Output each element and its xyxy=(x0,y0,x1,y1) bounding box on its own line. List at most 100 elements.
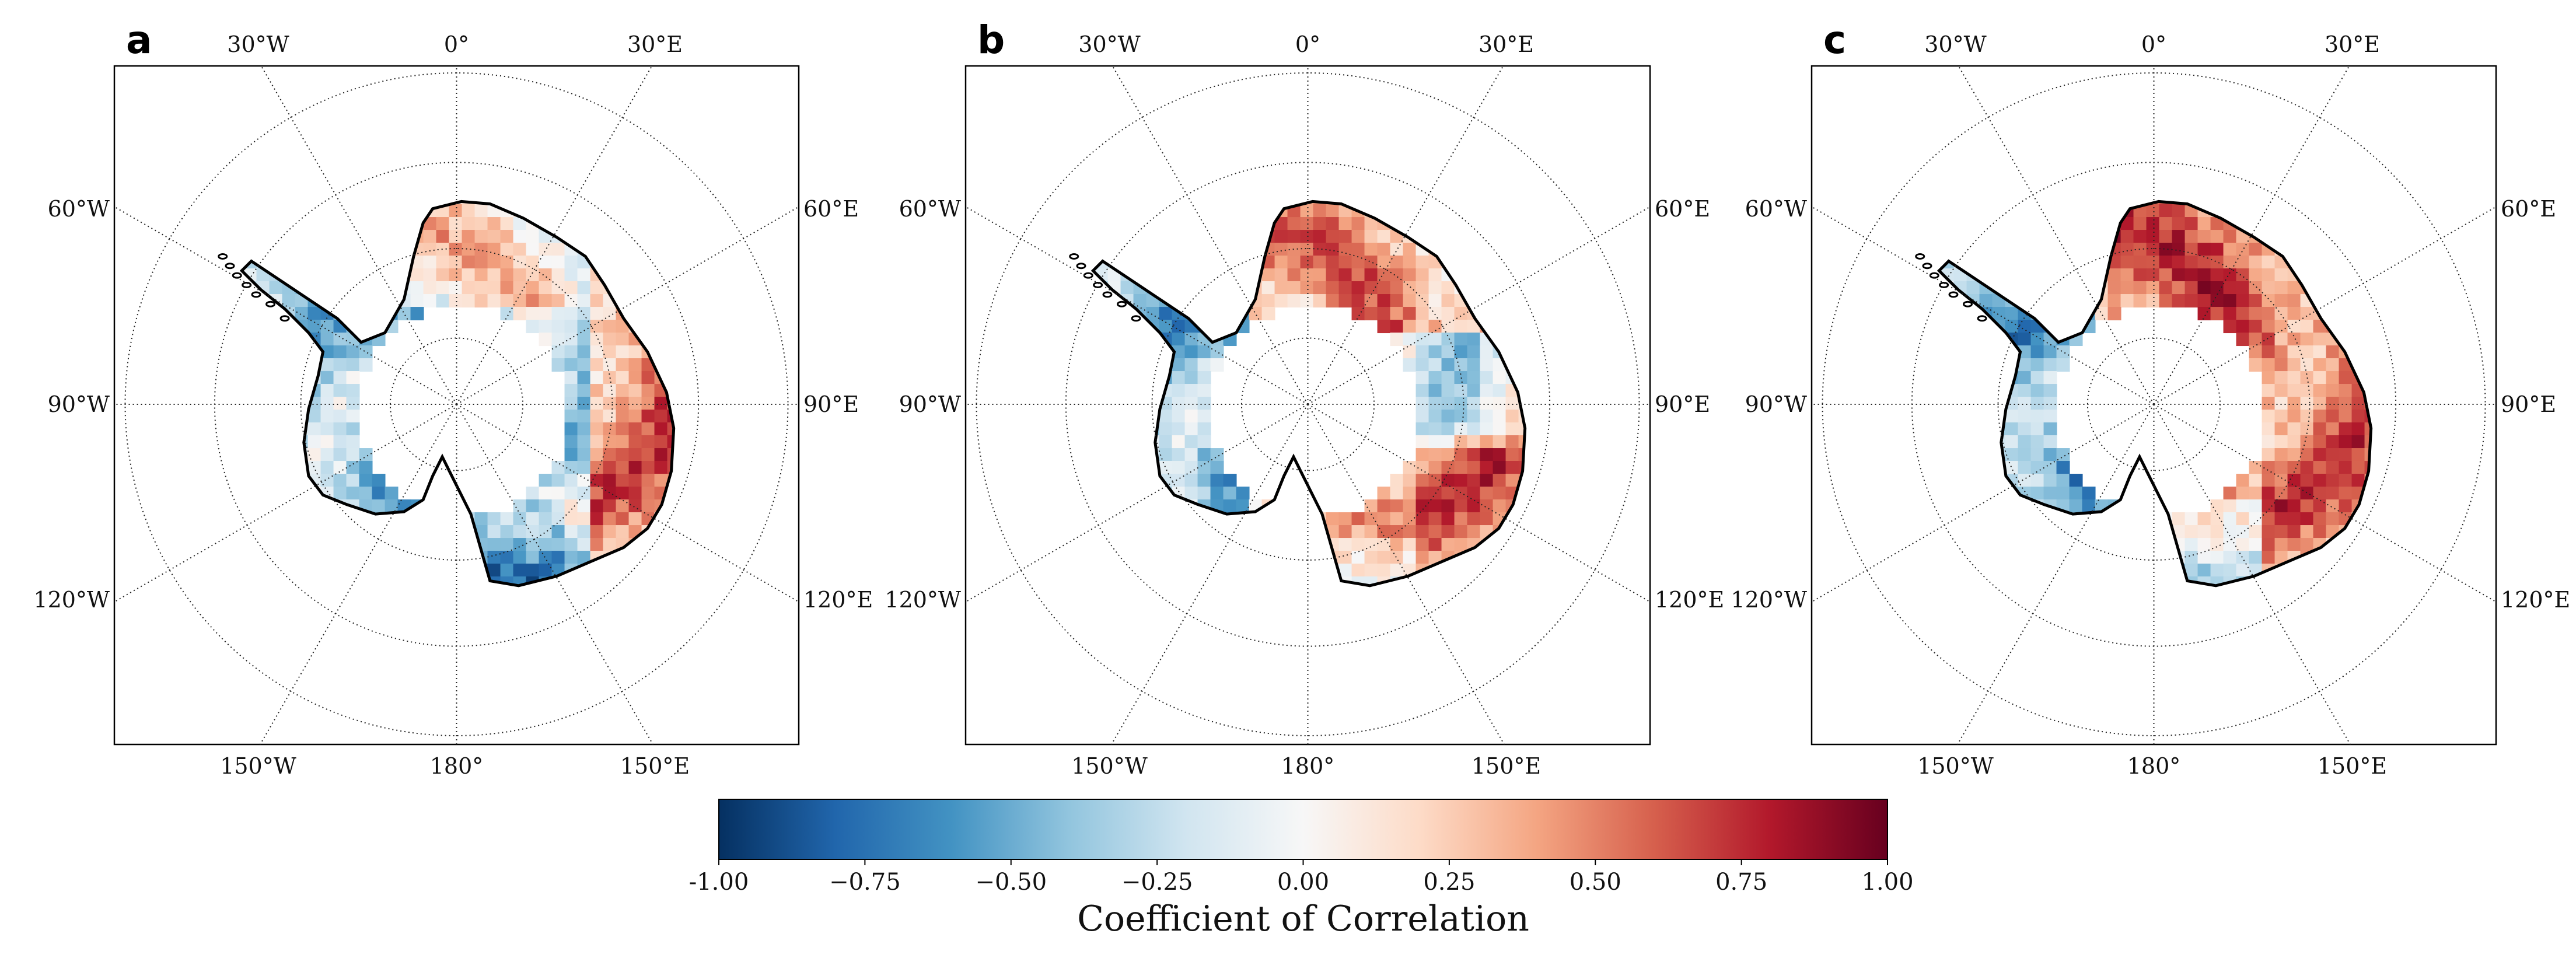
field-cell xyxy=(564,371,578,385)
field-cell xyxy=(1159,410,1173,424)
longitude-label: 60°W xyxy=(48,196,110,222)
field-cell xyxy=(539,499,553,513)
field-cell xyxy=(1184,333,1198,347)
field-cell xyxy=(1287,268,1301,282)
field-cell xyxy=(2326,410,2340,424)
field-cell xyxy=(616,422,630,436)
field-cell xyxy=(1467,422,1481,436)
field-cell xyxy=(2313,422,2327,436)
field-cell xyxy=(333,435,347,449)
field-cell xyxy=(1197,397,1211,411)
field-cell xyxy=(1197,345,1211,359)
field-cell xyxy=(1441,397,1455,411)
field-cell xyxy=(1300,281,1314,295)
field-cell xyxy=(2043,410,2057,424)
field-cell xyxy=(2313,474,2327,488)
field-cell xyxy=(1454,307,1468,321)
field-cell xyxy=(2030,461,2044,475)
field-cell xyxy=(1428,320,1442,334)
field-cell xyxy=(1493,487,1507,501)
field-cell xyxy=(2249,512,2263,526)
field-cell xyxy=(2287,371,2301,385)
panel-letter: c xyxy=(1823,18,1846,62)
field-cell xyxy=(2197,294,2211,308)
field-cell xyxy=(1454,512,1468,526)
field-cell xyxy=(2018,320,2032,334)
field-cell xyxy=(539,294,553,308)
field-cell xyxy=(500,230,514,244)
graticule xyxy=(966,66,1650,744)
field-cell xyxy=(539,551,553,565)
field-cell xyxy=(2300,397,2314,411)
field-cell xyxy=(2236,512,2250,526)
field-cell xyxy=(2223,268,2237,282)
field-cell xyxy=(2018,333,2032,347)
longitude-label: 150°E xyxy=(2318,753,2387,779)
field-cell xyxy=(2030,358,2044,372)
field-cell xyxy=(577,371,591,385)
field-cell xyxy=(1441,358,1455,372)
field-cell xyxy=(603,461,617,475)
field-cell xyxy=(500,294,514,308)
field-cell xyxy=(2236,281,2250,295)
longitude-label: 90°E xyxy=(803,391,859,417)
field-cell xyxy=(1415,487,1429,501)
field-cell xyxy=(487,256,501,270)
field-cell xyxy=(1184,435,1198,449)
field-cell xyxy=(1403,512,1417,526)
field-cell xyxy=(320,461,334,475)
field-cell xyxy=(1184,461,1198,475)
field-cell xyxy=(1210,487,1224,501)
field-cell xyxy=(1428,538,1442,552)
field-cell xyxy=(2236,564,2250,578)
field-cell xyxy=(2120,281,2134,295)
field-cell xyxy=(333,371,347,385)
field-cell xyxy=(1172,422,1186,436)
field-cell xyxy=(307,410,321,424)
field-cell xyxy=(1172,448,1186,462)
field-cell xyxy=(2172,204,2186,218)
field-cell xyxy=(654,435,668,449)
field-cell xyxy=(590,345,604,359)
field-cell xyxy=(603,345,617,359)
field-cell xyxy=(551,268,565,282)
field-cell xyxy=(295,307,309,321)
field-cell xyxy=(1441,435,1455,449)
field-cell xyxy=(1274,256,1288,270)
field-cell xyxy=(628,461,642,475)
field-cell xyxy=(603,487,617,501)
field-cell xyxy=(1467,345,1481,359)
longitude-label: 150°E xyxy=(1471,753,1541,779)
field-cell xyxy=(654,474,668,488)
island xyxy=(1076,263,1086,270)
field-cell xyxy=(1390,564,1404,578)
field-cell xyxy=(590,512,604,526)
field-cell xyxy=(1415,333,1429,347)
field-cell xyxy=(526,307,540,321)
field-cell xyxy=(1428,551,1442,565)
field-cell xyxy=(1467,474,1481,488)
field-cell xyxy=(2249,358,2263,372)
field-cell xyxy=(1505,397,1519,411)
field-cell xyxy=(1172,320,1186,334)
field-cell xyxy=(1261,268,1275,282)
longitude-label: 60°W xyxy=(1745,196,1807,222)
field-cell xyxy=(2159,217,2173,231)
field-cell xyxy=(1338,538,1352,552)
longitude-label: 150°E xyxy=(620,753,690,779)
field-cell xyxy=(1390,320,1404,334)
field-cell xyxy=(1159,448,1173,462)
field-cell xyxy=(616,397,630,411)
field-cell xyxy=(2326,422,2340,436)
panel-letter: a xyxy=(126,18,152,62)
field-cell xyxy=(1351,551,1365,565)
field-cell xyxy=(2133,217,2147,231)
field-cell xyxy=(333,384,347,398)
field-cell xyxy=(2005,307,2019,321)
field-cell xyxy=(1274,230,1288,244)
field-cell xyxy=(590,307,604,321)
field-cell xyxy=(2056,345,2070,359)
field-cell xyxy=(1364,256,1378,270)
field-cell xyxy=(2326,358,2340,372)
field-cell xyxy=(2313,345,2327,359)
